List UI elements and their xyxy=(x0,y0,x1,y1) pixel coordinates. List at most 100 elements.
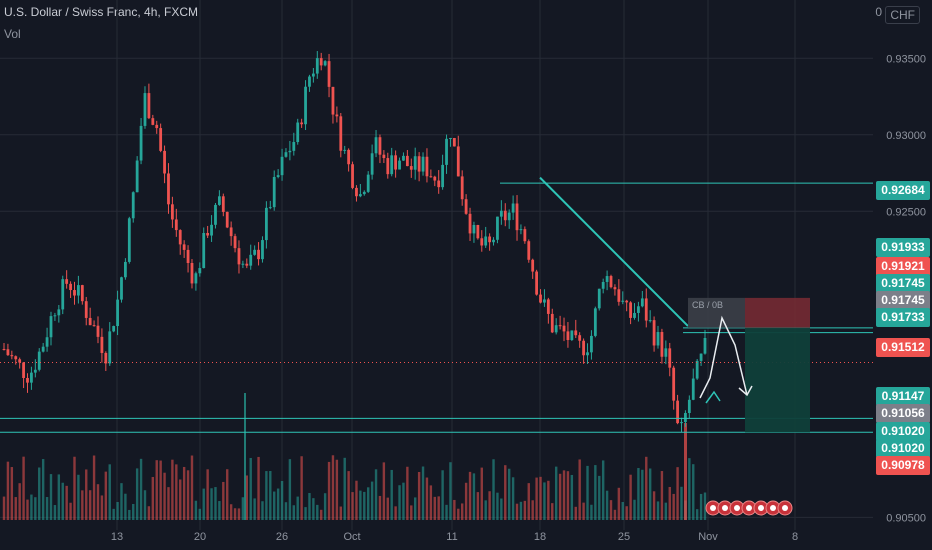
volume-bar xyxy=(641,469,644,520)
candle-body xyxy=(33,369,37,373)
candle-body xyxy=(139,125,143,161)
candle-body xyxy=(703,337,707,354)
volume-bar xyxy=(198,508,202,520)
volume-bar xyxy=(496,492,499,520)
candle-body xyxy=(558,325,562,327)
price-badge[interactable]: 0.91745 xyxy=(876,274,930,293)
candle-body xyxy=(26,377,29,383)
price-badge[interactable]: 0.91056 xyxy=(876,404,930,423)
target-icon[interactable] xyxy=(777,500,793,516)
candle-body xyxy=(261,240,264,260)
volume-bar xyxy=(30,494,33,520)
candle-body xyxy=(680,422,683,424)
candle-body xyxy=(100,336,104,353)
volume-bar xyxy=(515,503,519,520)
price-badge[interactable]: 0.90978 xyxy=(876,456,930,475)
volume-bar xyxy=(261,501,264,520)
volume-bar xyxy=(226,469,229,520)
buy-icon[interactable] xyxy=(729,500,745,516)
volume-bar xyxy=(629,474,632,520)
candle-body xyxy=(319,58,323,66)
volume-bar xyxy=(363,491,366,520)
volume-bar xyxy=(476,492,480,520)
volume-bar xyxy=(269,471,272,520)
volume-bar xyxy=(155,460,158,520)
flag-icon[interactable] xyxy=(741,500,757,516)
candle-body xyxy=(127,218,131,262)
volume-bar xyxy=(558,473,562,520)
volume-bar xyxy=(449,462,452,520)
candle-body xyxy=(276,175,280,177)
volume-bar xyxy=(206,469,209,520)
price-badge[interactable]: 0.91733 xyxy=(876,308,930,327)
candle-body xyxy=(433,176,437,181)
currency-icon[interactable] xyxy=(753,500,769,516)
flag-icon-dot xyxy=(746,505,752,511)
candle-body xyxy=(515,203,519,231)
alert-icon[interactable] xyxy=(765,500,781,516)
candle-body xyxy=(288,150,292,153)
candle-body xyxy=(272,176,276,208)
volume-bar xyxy=(645,456,648,520)
candle-body xyxy=(460,176,464,200)
volume-bar xyxy=(374,469,378,520)
volume-bar xyxy=(523,500,527,520)
candle-body xyxy=(135,160,139,193)
volume-indicator-label[interactable]: Vol xyxy=(4,27,21,41)
volume-bar xyxy=(210,488,213,520)
price-badge[interactable]: 0.91933 xyxy=(876,238,930,257)
price-badge[interactable]: 0.91512 xyxy=(876,338,930,357)
price-badge[interactable]: 0.91020 xyxy=(876,422,930,441)
candle-body xyxy=(210,224,213,236)
volume-bar xyxy=(339,506,342,520)
candle-body xyxy=(237,248,241,265)
volume-bar xyxy=(457,508,460,520)
volume-bar xyxy=(69,502,72,520)
volume-bar xyxy=(668,486,671,520)
volume-bar xyxy=(92,455,96,520)
candle-body xyxy=(449,138,452,140)
volume-bar xyxy=(73,456,76,520)
candle-body xyxy=(22,362,25,378)
volume-bar xyxy=(171,459,174,520)
volume-bar xyxy=(617,487,621,520)
volume-bar xyxy=(511,477,515,520)
candle-body xyxy=(10,355,14,357)
position-entry-zone xyxy=(688,297,745,328)
price-badge[interactable]: 0.91020 xyxy=(876,439,930,458)
candle-body xyxy=(425,156,429,177)
candle-body xyxy=(664,348,668,357)
time-tick-label: 25 xyxy=(618,531,630,543)
volume-bar xyxy=(590,504,593,520)
volume-bar xyxy=(116,501,119,520)
volume-bar xyxy=(257,456,260,520)
candle-body xyxy=(249,254,253,266)
price-badge[interactable]: 0.91745 xyxy=(876,291,930,310)
volume-bar xyxy=(676,467,679,520)
price-badge[interactable]: 0.91921 xyxy=(876,257,930,276)
volume-bar xyxy=(143,490,147,520)
candle-body xyxy=(2,349,6,351)
volume-bar xyxy=(672,493,675,520)
candle-body xyxy=(507,212,511,221)
candle-body xyxy=(174,219,178,231)
candle-body xyxy=(441,164,445,188)
symbol-title[interactable]: U.S. Dollar / Swiss Franc, 4h, FXCM xyxy=(4,5,199,19)
currency-badge[interactable]: 0 CHF xyxy=(875,5,920,24)
candle-body xyxy=(468,213,472,234)
volume-bar-spike xyxy=(684,423,687,520)
candle-body xyxy=(496,216,499,240)
price-badge[interactable]: 0.91147 xyxy=(876,387,930,406)
candle-body xyxy=(656,332,660,346)
volume-bar xyxy=(500,498,503,520)
candle-body xyxy=(108,331,112,364)
volume-bar xyxy=(100,495,104,520)
volume-bar xyxy=(273,491,276,520)
candle-body xyxy=(437,180,441,188)
candle-body xyxy=(676,400,679,424)
candle-body xyxy=(668,348,672,368)
price-badge[interactable]: 0.92684 xyxy=(876,181,930,200)
volume-bar xyxy=(464,482,468,520)
candle-body xyxy=(413,156,417,170)
